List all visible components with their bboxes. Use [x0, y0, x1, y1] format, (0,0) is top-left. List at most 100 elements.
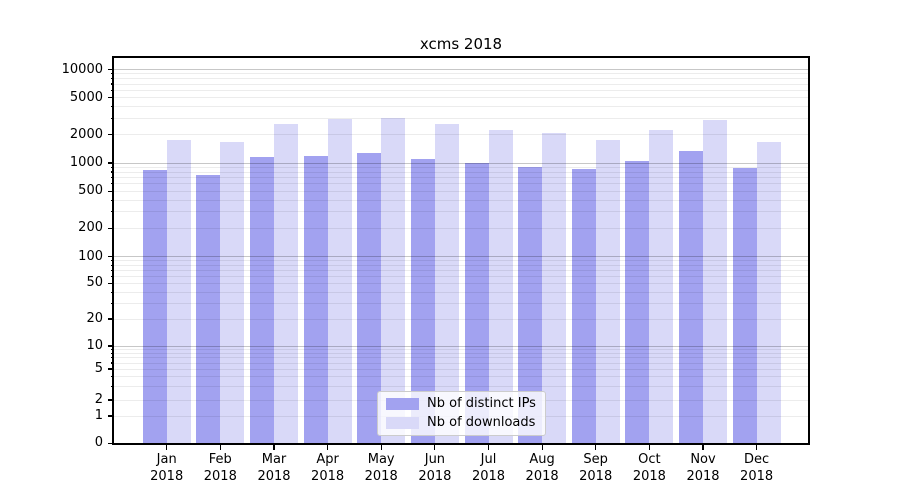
x-tick-mark — [434, 445, 436, 450]
gridline-minor — [114, 78, 808, 80]
gridline-minor — [114, 269, 808, 271]
y-tick-label: 2000 — [69, 126, 103, 142]
x-tick-year: 2018 — [525, 468, 559, 484]
y-tick-label: 10000 — [61, 61, 103, 77]
x-tick-month: Feb — [208, 452, 232, 467]
y-tick-mark-minor — [111, 275, 114, 277]
legend-swatch-downloads — [386, 417, 419, 429]
x-tick-mark — [326, 445, 329, 450]
y-tick-label: 10 — [86, 338, 103, 353]
bar-distinct-ips-oct-2018 — [625, 161, 650, 443]
x-tick-mark — [541, 445, 543, 450]
y-tick-mark — [108, 368, 114, 370]
y-tick-mark — [108, 345, 114, 347]
y-tick-mark-minor — [111, 211, 114, 213]
x-tick-year: 2018 — [203, 468, 237, 484]
x-tick-month: Jan — [156, 452, 177, 467]
gridline-minor — [114, 171, 808, 173]
gridline-minor — [114, 83, 808, 85]
x-tick-mark — [166, 445, 168, 450]
x-tick-label: May 2018 — [351, 452, 411, 485]
y-tick-mark-minor — [111, 77, 114, 80]
x-tick-year: 2018 — [740, 468, 774, 484]
bar-distinct-ips-nov-2018 — [679, 151, 703, 443]
bar-downloads-nov-2018 — [703, 119, 727, 443]
gridline-minor — [114, 117, 808, 119]
gridline-minor — [114, 349, 808, 350]
x-tick-mark — [648, 445, 650, 450]
x-tick-label: Jun 2018 — [405, 452, 465, 485]
legend-swatch-distinct-ips — [386, 398, 419, 410]
x-tick-label: Aug 2018 — [512, 452, 572, 485]
y-tick-mark-minor — [111, 199, 114, 201]
y-tick-mark-minor — [111, 183, 114, 185]
x-tick-label: Nov 2018 — [673, 452, 733, 485]
x-tick-year: 2018 — [311, 468, 345, 484]
x-tick-year: 2018 — [364, 468, 398, 484]
x-tick-year: 2018 — [150, 468, 184, 484]
legend-entry-downloads: Nb of downloads — [386, 415, 536, 431]
gridline-minor — [114, 352, 808, 354]
x-tick-mark — [219, 445, 221, 450]
y-tick-mark-minor — [111, 385, 114, 387]
gridline-major — [114, 256, 808, 257]
x-tick-month: Aug — [529, 452, 555, 467]
y-tick-mark-minor — [111, 176, 114, 179]
x-tick-year: 2018 — [686, 468, 720, 484]
x-tick-label: Apr 2018 — [298, 452, 358, 485]
bar-downloads-mar-2018 — [274, 123, 298, 443]
bar-distinct-ips-feb-2018 — [196, 174, 221, 443]
y-tick-label: 5000 — [69, 89, 103, 105]
x-tick-mark — [380, 445, 382, 450]
bar-distinct-ips-mar-2018 — [250, 156, 274, 443]
x-tick-label: Feb 2018 — [190, 452, 250, 485]
y-tick-mark-minor — [111, 73, 114, 75]
y-tick-mark — [108, 97, 114, 99]
x-tick-mark — [487, 445, 490, 450]
x-tick-mark — [273, 445, 275, 450]
x-tick-month: Apr — [316, 452, 339, 467]
gridline-minor — [114, 368, 808, 370]
bar-downloads-aug-2018 — [542, 132, 567, 443]
bar-downloads-apr-2018 — [327, 119, 352, 443]
legend-entry-distinct-ips: Nb of distinct IPs — [386, 396, 536, 412]
x-tick-month: Sep — [583, 452, 608, 467]
x-tick-mark — [756, 445, 758, 450]
y-tick-mark — [108, 318, 114, 320]
y-tick-label: 2 — [94, 392, 103, 407]
x-tick-year: 2018 — [579, 468, 613, 484]
x-tick-year: 2018 — [471, 468, 506, 484]
y-tick-label: 5 — [94, 361, 103, 376]
y-tick-mark-minor — [111, 106, 114, 108]
legend: Nb of distinct IPs Nb of downloads — [377, 391, 546, 436]
y-tick-mark-minor — [111, 348, 114, 351]
gridline-minor — [114, 211, 808, 213]
gridline-minor — [114, 199, 808, 201]
bar-downloads-jan-2018 — [166, 139, 191, 443]
x-tick-month: Mar — [261, 452, 287, 467]
y-tick-mark-minor — [111, 89, 114, 91]
y-tick-mark-minor — [111, 264, 114, 266]
gridline-minor — [114, 227, 808, 229]
bar-downloads-oct-2018 — [649, 129, 674, 443]
x-tick-month: Oct — [638, 452, 661, 467]
y-tick-mark-minor — [111, 83, 114, 85]
plot-area — [114, 58, 808, 443]
bar-downloads-sep-2018 — [595, 140, 620, 443]
gridline-minor — [114, 318, 808, 320]
y-tick-mark — [108, 190, 114, 192]
x-tick-year: 2018 — [418, 468, 452, 484]
x-tick-label: Jul 2018 — [459, 452, 519, 485]
y-tick-mark-minor — [111, 117, 114, 119]
x-tick-mark — [595, 445, 597, 450]
y-tick-label: 20 — [86, 311, 103, 327]
gridline-minor — [114, 275, 808, 277]
x-tick-year: 2018 — [257, 468, 291, 484]
y-tick-mark — [108, 255, 114, 258]
y-tick-mark-minor — [111, 291, 114, 293]
y-tick-label: 100 — [78, 248, 103, 264]
x-tick-label: Sep 2018 — [566, 452, 626, 485]
y-tick-mark-minor — [111, 269, 114, 271]
y-tick-mark-minor — [111, 259, 114, 262]
